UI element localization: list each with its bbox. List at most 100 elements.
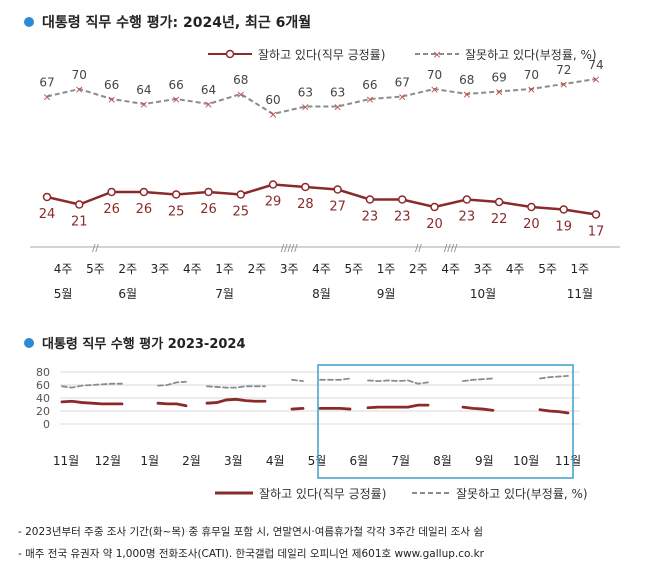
positive-series-line xyxy=(46,183,597,216)
negative-data-label: 63 xyxy=(330,86,345,100)
positive-series-segment xyxy=(461,405,495,412)
x-tick-month-label: 7월 xyxy=(215,287,234,301)
negative-point: × xyxy=(204,98,213,111)
x-tick-month-label: 11월 xyxy=(555,454,581,468)
x-tick-week-label: 4주 xyxy=(312,262,331,276)
positive-point xyxy=(430,202,439,212)
positive-series-segment xyxy=(60,399,124,406)
y-tick-label: 60 xyxy=(36,379,50,392)
positive-data-label: 23 xyxy=(394,210,411,225)
y-tick-label: 20 xyxy=(36,405,50,418)
legend-label-negative: 잘못하고 있다(부정률, %) xyxy=(465,48,597,62)
x-tick-month-label: 6월 xyxy=(118,287,137,301)
negative-data-label: 70 xyxy=(72,68,87,82)
positive-point xyxy=(301,182,310,192)
x-tick-week-label: 3주 xyxy=(280,262,299,276)
x-tick-month-label: 12월 xyxy=(95,454,121,468)
positive-data-label: 17 xyxy=(588,225,605,240)
x-tick-week-label: 1주 xyxy=(215,262,234,276)
negative-point: × xyxy=(527,83,536,96)
negative-data-label: 66 xyxy=(104,78,119,92)
negative-data-label: 64 xyxy=(201,83,216,97)
negative-series-segment xyxy=(462,377,494,382)
negative-point: × xyxy=(172,93,181,106)
x-tick-month-label: 11월 xyxy=(567,287,593,301)
positive-data-label: 19 xyxy=(555,220,572,235)
negative-point: × xyxy=(107,93,116,106)
negative-series-line xyxy=(46,78,597,116)
positive-point xyxy=(268,180,278,189)
axis-gap-marker: //// xyxy=(444,243,458,254)
negative-data-label: 63 xyxy=(298,86,313,100)
title-bullet-icon xyxy=(24,338,34,348)
positive-point xyxy=(75,200,84,209)
legend-label-negative: 잘못하고 있다(부정률, %) xyxy=(456,487,588,501)
x-tick-month-label: 4월 xyxy=(266,454,285,468)
x-tick-week-label: 4주 xyxy=(506,262,525,276)
x-tick-month-label: 10월 xyxy=(513,454,539,468)
negative-data-label: 74 xyxy=(588,58,603,72)
positive-series-segment xyxy=(156,401,188,408)
negative-data-label: 64 xyxy=(136,83,151,97)
negative-data-label: 69 xyxy=(491,71,506,85)
positive-point xyxy=(171,190,181,199)
negative-data-label: 67 xyxy=(39,76,54,90)
x-tick-week-label: 5주 xyxy=(86,262,105,276)
negative-series-segment xyxy=(539,375,569,380)
negative-point: × xyxy=(236,88,245,101)
x-tick-week-label: 2주 xyxy=(409,262,428,276)
negative-data-label: 70 xyxy=(427,68,442,82)
x-tick-week-label: 1주 xyxy=(571,262,590,276)
chart-title: 대통령 직무 수행 평가 2023-2024 xyxy=(24,336,246,352)
positive-point xyxy=(333,185,342,194)
positive-data-label: 21 xyxy=(71,215,88,230)
negative-point: × xyxy=(268,108,277,121)
positive-point xyxy=(462,195,472,204)
y-tick-label: 0 xyxy=(43,418,50,431)
negative-series-segment xyxy=(291,378,304,382)
x-tick-month-label: 10월 xyxy=(470,287,496,301)
negative-point: × xyxy=(139,98,148,111)
positive-data-label: 25 xyxy=(232,205,249,220)
negative-point: × xyxy=(559,78,568,91)
positive-point xyxy=(236,190,246,199)
x-tick-week-label: 4주 xyxy=(441,262,460,276)
negative-point: × xyxy=(75,83,84,96)
chart-title: 대통령 직무 수행 평가: 2024년, 최근 6개월 xyxy=(24,14,311,31)
highlight-box xyxy=(317,364,574,479)
footnote-source: - 매주 전국 유권자 약 1,000명 전화조사(CATI). 한국갤럽 데일… xyxy=(18,548,484,560)
positive-data-label: 24 xyxy=(39,207,56,222)
positive-data-label: 23 xyxy=(362,210,379,225)
positive-series-segment xyxy=(205,397,267,405)
legend: 잘하고 있다(직무 긍정률) 잘못하고 있다(부정률, %) xyxy=(215,487,588,501)
negative-point: × xyxy=(430,83,439,96)
negative-series-segment xyxy=(157,380,187,387)
negative-point: × xyxy=(365,93,374,106)
negative-data-label: 68 xyxy=(459,73,474,87)
negative-data-label: 72 xyxy=(556,63,571,77)
negative-point: × xyxy=(495,86,504,99)
y-tick-label: 80 xyxy=(36,366,50,379)
x-tick-week-label: 3주 xyxy=(151,262,170,276)
x-tick-month-label: 9월 xyxy=(475,454,494,468)
positive-data-label: 20 xyxy=(523,217,540,232)
positive-point xyxy=(527,202,536,212)
x-tick-month-label: 3월 xyxy=(224,454,243,468)
x-tick-week-label: 3주 xyxy=(474,262,493,276)
negative-point: × xyxy=(301,101,310,114)
positive-data-label: 26 xyxy=(200,202,217,217)
positive-series-segment xyxy=(290,407,305,411)
x-tick-month-label: 5월 xyxy=(54,287,73,301)
positive-data-label: 20 xyxy=(426,217,443,232)
negative-series-segment xyxy=(367,379,429,385)
x-tick-week-label: 2주 xyxy=(118,262,137,276)
positive-series-segment xyxy=(366,403,430,410)
x-tick-week-label: 1주 xyxy=(377,262,396,276)
axis-gap-marker: ///// xyxy=(281,243,298,254)
negative-point: × xyxy=(591,73,600,86)
negative-data-label: 66 xyxy=(169,78,184,92)
legend-marker-positive xyxy=(225,49,235,59)
x-tick-month-label: 8월 xyxy=(433,454,452,468)
positive-point xyxy=(591,210,601,219)
